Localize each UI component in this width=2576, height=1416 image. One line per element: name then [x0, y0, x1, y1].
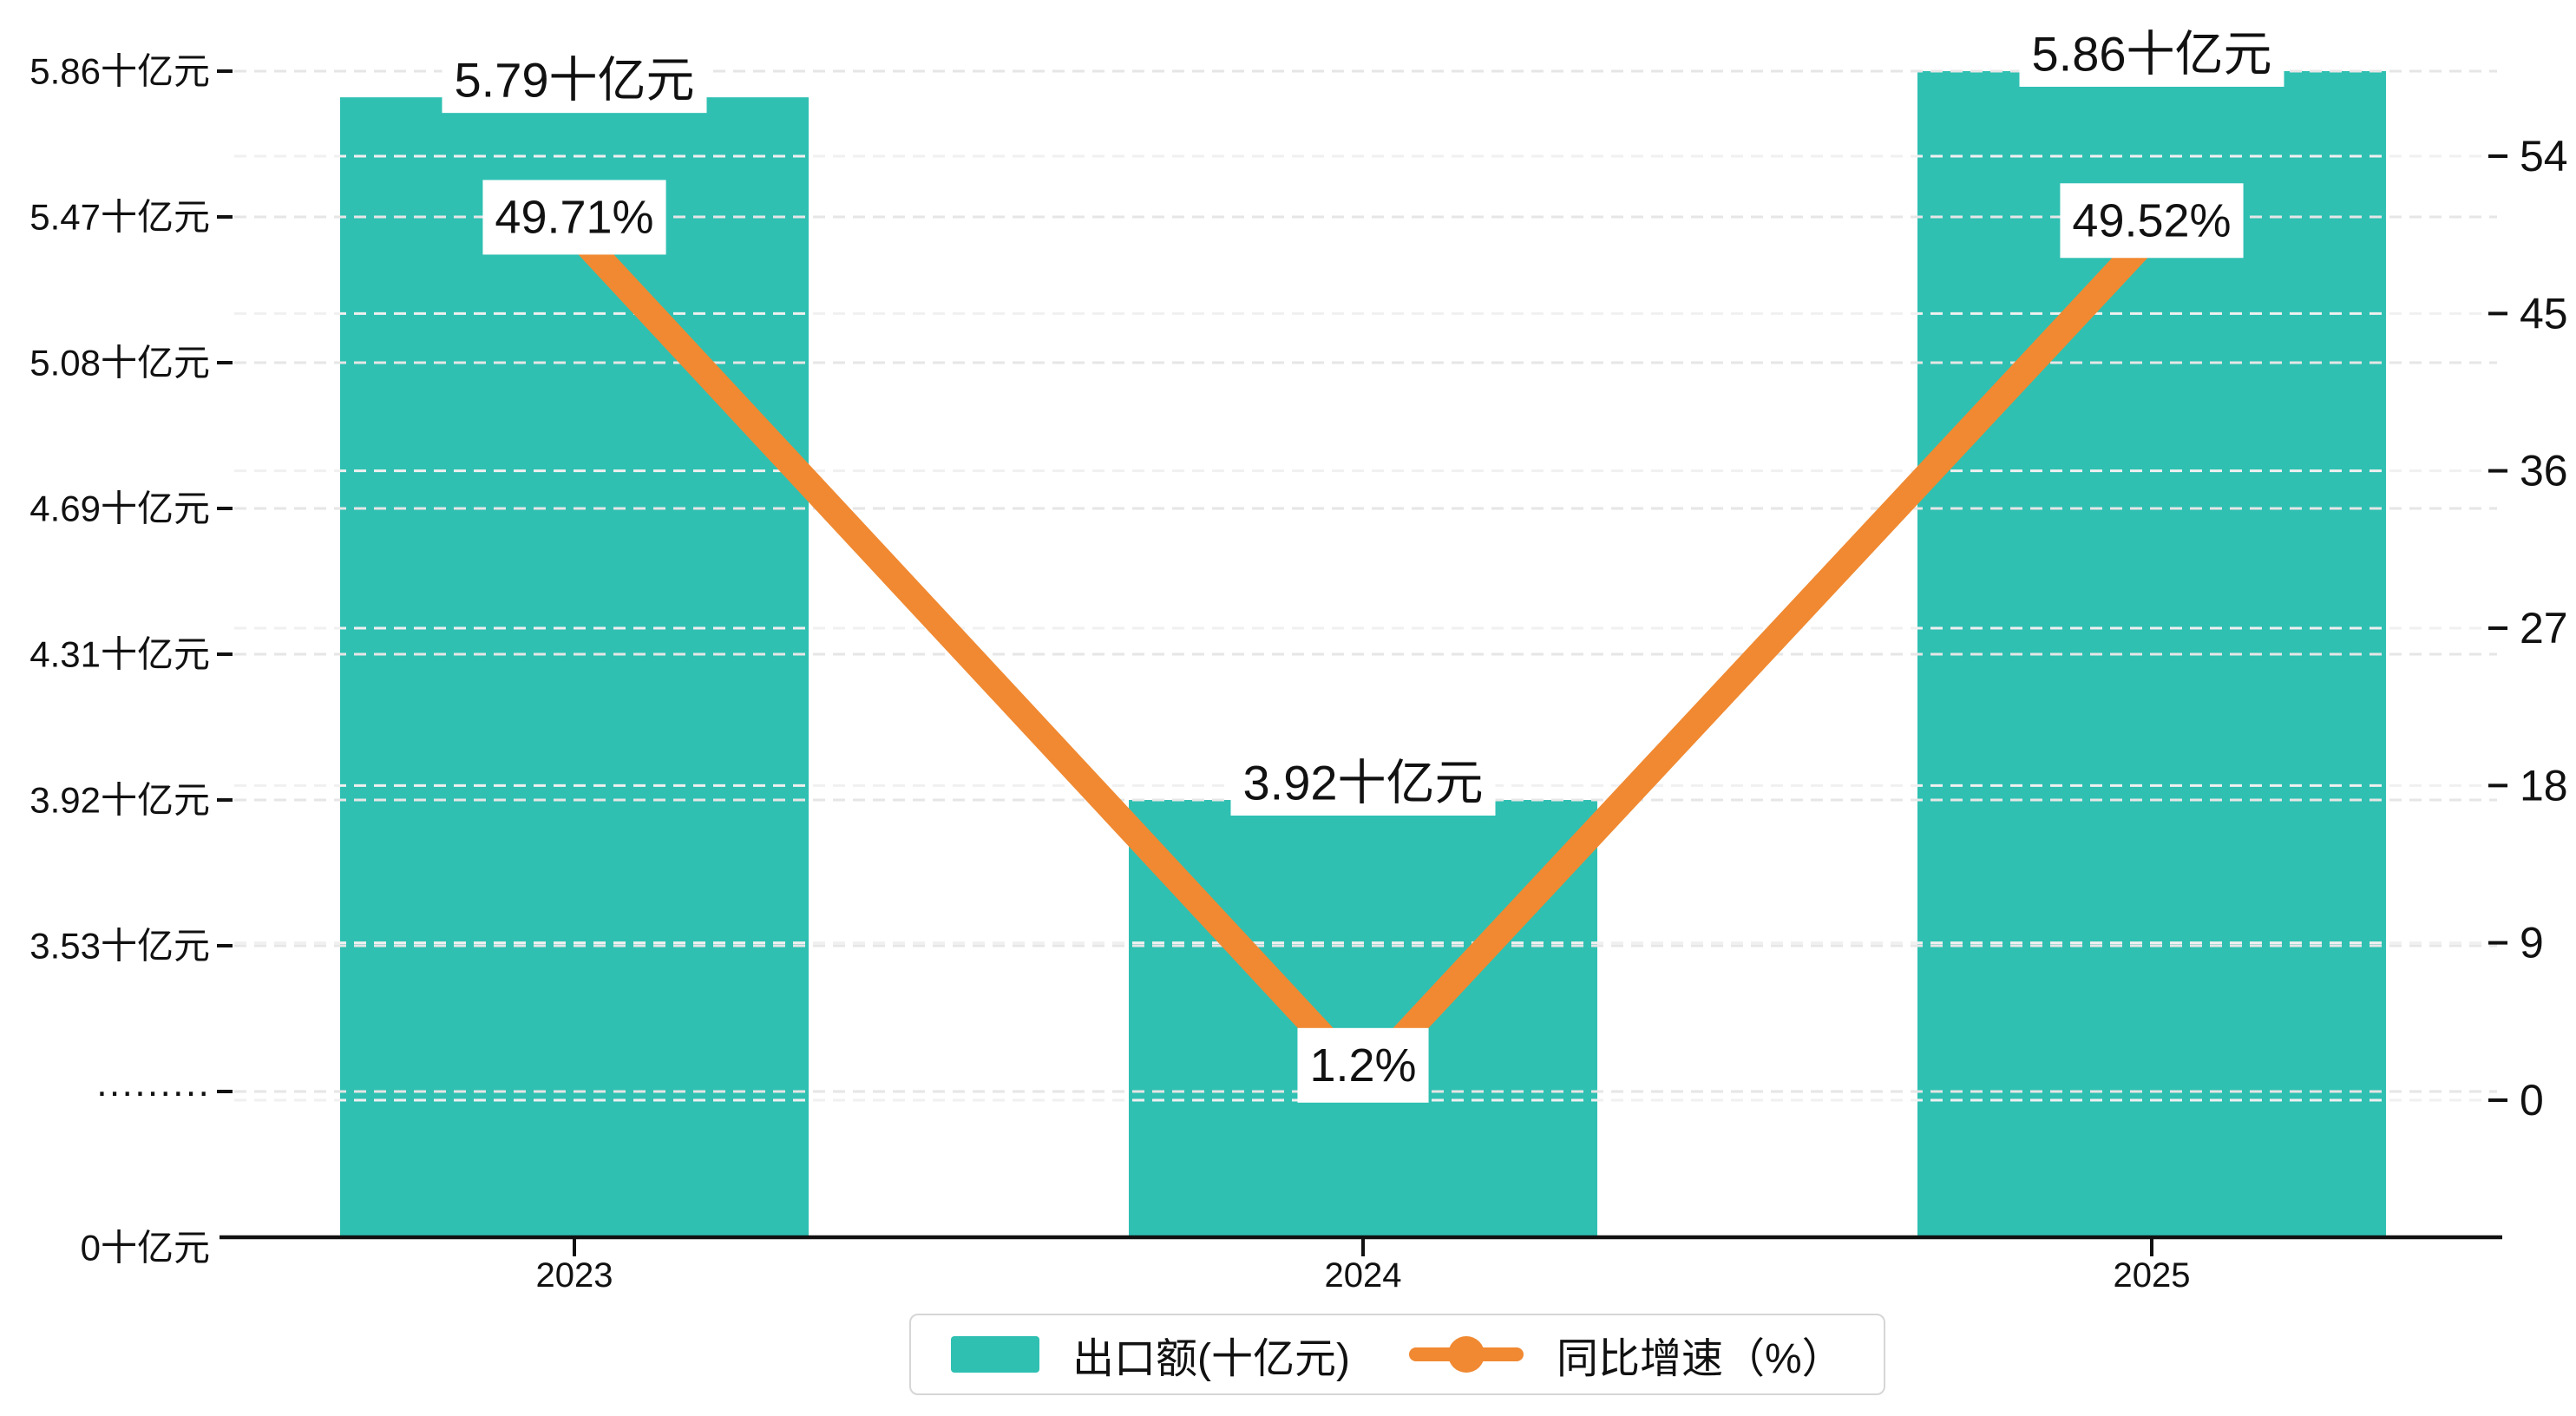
bars-group	[340, 71, 2386, 1238]
axes-group: 0十亿元 ········· 3.53十亿元 3.92十亿元 4.31十亿元 4.69十亿…	[29, 51, 2567, 1295]
growth-value-label-bg	[482, 180, 666, 255]
legend: 出口额(十亿元) 同比增速（%）	[909, 1314, 1885, 1395]
y-axis-left-tick-label: 5.86十亿元	[29, 51, 210, 92]
y-axis-right-tick-label: 0	[2520, 1076, 2544, 1124]
bar-2024[interactable]	[1129, 800, 1597, 1237]
y-axis-right-tick-label: 54	[2520, 132, 2568, 180]
y-axis-left-tick-label: 0十亿元	[81, 1228, 210, 1268]
y-axis-left-tick-label: 5.47十亿元	[29, 197, 210, 238]
y-axis-right-tick-label: 36	[2520, 447, 2568, 495]
bar-value-label-bg	[442, 47, 707, 114]
y-axis-right-tick-label: 18	[2520, 761, 2568, 810]
line-series-marker-icon	[1408, 1334, 1524, 1374]
bar-value-label-text: 5.79十亿元	[455, 53, 695, 108]
bar-value-label: 3.92十亿元	[1230, 750, 1496, 816]
bar-value-label: 5.79十亿元	[442, 47, 707, 114]
bar-value-label-text: 5.86十亿元	[2032, 27, 2272, 82]
legend-label-export-amount: 出口额(十亿元)	[1072, 1336, 1350, 1382]
legend-label-growth-rate: 同比增速（%）	[1556, 1336, 1844, 1382]
x-axis-label-2024: 2024	[1325, 1256, 1402, 1295]
bar-value-label: 5.86十亿元	[2019, 21, 2284, 87]
growth-value-label-text: 1.2%	[1309, 1039, 1416, 1092]
y-axis-break-label: ·········	[95, 1071, 210, 1113]
y-axis-left-tick-label: 4.31十亿元	[29, 634, 210, 675]
y-axis-left-tick-label: 4.69十亿元	[29, 488, 210, 529]
legend-item-growth-rate[interactable]: 同比增速（%）	[1408, 1324, 1844, 1385]
growth-value-label: 1.2%	[1297, 1027, 1429, 1103]
y-axis-right-tick-label: 27	[2520, 604, 2568, 652]
growth-value-label-text: 49.52%	[2072, 194, 2231, 246]
growth-value-label: 49.52%	[2060, 183, 2244, 259]
bar-2023[interactable]	[340, 97, 809, 1238]
bar-value-label-bg	[2019, 21, 2284, 87]
growth-value-label: 49.71%	[482, 180, 666, 255]
x-axis-label-2025: 2025	[2114, 1256, 2191, 1295]
bar-value-label-text: 3.92十亿元	[1243, 756, 1484, 810]
bar-series-swatch-icon	[951, 1336, 1039, 1373]
y-axis-right-tick-label: 45	[2520, 289, 2568, 338]
y-axis-left-tick-label: 3.53十亿元	[29, 926, 210, 967]
bar-value-label-bg	[1230, 750, 1496, 816]
y-axis-right-tick-label: 9	[2520, 919, 2544, 967]
growth-value-label-bg	[2060, 183, 2244, 259]
x-axis-label-2023: 2023	[536, 1256, 613, 1295]
growth-value-label-bg	[1297, 1027, 1429, 1103]
growth-value-label-text: 49.71%	[495, 191, 653, 243]
y-axis-left-tick-label: 3.92十亿元	[29, 780, 210, 821]
y-axis-left-tick-label: 5.08十亿元	[29, 343, 210, 384]
legend-item-export-amount[interactable]: 出口额(十亿元)	[951, 1324, 1350, 1385]
